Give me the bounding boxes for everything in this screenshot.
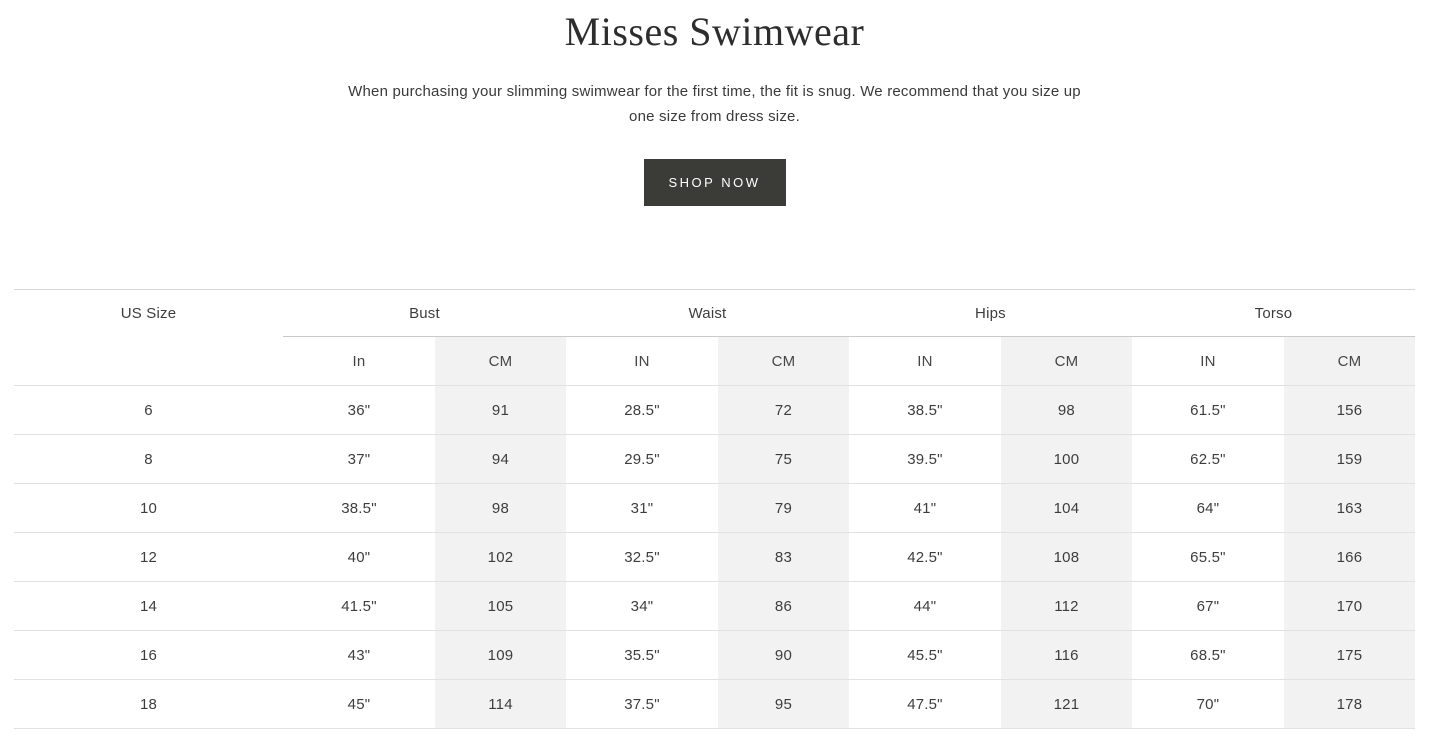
group-header-waist: Waist (565, 289, 849, 337)
measurement-cell: 38.5" (848, 385, 1001, 435)
us-size-cell: 6 (14, 385, 283, 435)
measurement-cell: 116 (1000, 630, 1132, 680)
measurement-cell: 100 (1000, 434, 1132, 484)
us-size-cell: 18 (14, 679, 283, 729)
measurement-cell: 62.5" (1131, 434, 1284, 484)
measurement-cell: 94 (434, 434, 566, 484)
measurement-cell: 36" (282, 385, 435, 435)
measurement-cell: 44" (848, 581, 1001, 631)
measurement-cell: 47.5" (848, 679, 1001, 729)
group-header-torso: Torso (1131, 289, 1415, 337)
measurement-cell: 175 (1283, 630, 1415, 680)
measurement-cell: 75 (717, 434, 849, 484)
group-header-us-size: US Size (14, 289, 283, 337)
measurement-cell: 104 (1000, 483, 1132, 533)
measurement-cell: 79 (717, 483, 849, 533)
measurement-cell: 28.5" (565, 385, 718, 435)
measurement-cell: 159 (1283, 434, 1415, 484)
size-row-14: 14 41.5" 105 34" 86 44" 112 67" 170 (14, 581, 1415, 631)
size-row-10: 10 38.5" 98 31" 79 41" 104 64" 163 (14, 483, 1415, 533)
measurement-cell: 108 (1000, 532, 1132, 582)
button-row: SHOP NOW (0, 159, 1429, 206)
measurement-cell: 91 (434, 385, 566, 435)
us-size-cell: 16 (14, 630, 283, 680)
fit-note-text: When purchasing your slimming swimwear f… (348, 83, 1081, 125)
measurement-cell: 41" (848, 483, 1001, 533)
measurement-cell: 83 (717, 532, 849, 582)
measurement-cell: 61.5" (1131, 385, 1284, 435)
measurement-cell: 105 (434, 581, 566, 631)
group-header-bust: Bust (282, 289, 566, 337)
measurement-cell: 166 (1283, 532, 1415, 582)
measurement-cell: 95 (717, 679, 849, 729)
unit-header-spacer (14, 337, 283, 386)
size-row-12: 12 40" 102 32.5" 83 42.5" 108 65.5" 166 (14, 532, 1415, 582)
size-row-6: 6 36" 91 28.5" 72 38.5" 98 61.5" 156 (14, 385, 1415, 435)
measurement-cell: 39.5" (848, 434, 1001, 484)
table-head: US Size Bust Waist Hips Torso In CM IN CM IN CM IN… (14, 289, 1415, 386)
measurement-cell: 72 (717, 385, 849, 435)
measurement-cell: 37" (282, 434, 435, 484)
measurement-cell: 112 (1000, 581, 1132, 631)
measurement-cell: 114 (434, 679, 566, 729)
unit-header: IN (848, 336, 1001, 386)
unit-header: CM (717, 336, 849, 386)
measurement-cell: 31" (565, 483, 718, 533)
table-body: 6 36" 91 28.5" 72 38.5" 98 61.5" 156 8 37" 94 29.5" 7… (14, 385, 1415, 729)
unit-header: CM (1283, 336, 1415, 386)
measurement-cell: 65.5" (1131, 532, 1284, 582)
unit-header: CM (1000, 336, 1132, 386)
group-header-row: US Size Bust Waist Hips Torso (14, 289, 1415, 337)
group-header-hips: Hips (848, 289, 1132, 337)
measurement-cell: 98 (434, 483, 566, 533)
measurement-cell: 67" (1131, 581, 1284, 631)
measurement-cell: 45.5" (848, 630, 1001, 680)
measurement-cell: 40" (282, 532, 435, 582)
unit-header: IN (1131, 336, 1284, 386)
measurement-cell: 98 (1000, 385, 1132, 435)
measurement-cell: 38.5" (282, 483, 435, 533)
measurement-cell: 102 (434, 532, 566, 582)
measurement-cell: 86 (717, 581, 849, 631)
measurement-cell: 37.5" (565, 679, 718, 729)
measurement-cell: 70" (1131, 679, 1284, 729)
measurement-cell: 29.5" (565, 434, 718, 484)
measurement-cell: 41.5" (282, 581, 435, 631)
size-row-8: 8 37" 94 29.5" 75 39.5" 100 62.5" 159 (14, 434, 1415, 484)
measurement-cell: 68.5" (1131, 630, 1284, 680)
measurement-cell: 163 (1283, 483, 1415, 533)
measurement-cell: 43" (282, 630, 435, 680)
us-size-cell: 8 (14, 434, 283, 484)
shop-now-button[interactable]: SHOP NOW (643, 159, 786, 206)
measurement-cell: 170 (1283, 581, 1415, 631)
page-title: Misses Swimwear (564, 9, 865, 54)
measurement-cell: 64" (1131, 483, 1284, 533)
us-size-cell: 10 (14, 483, 283, 533)
size-row-18: 18 45" 114 37.5" 95 47.5" 121 70" 178 (14, 679, 1415, 729)
us-size-cell: 12 (14, 532, 283, 582)
unit-header: CM (434, 336, 566, 386)
measurement-cell: 178 (1283, 679, 1415, 729)
measurement-cell: 90 (717, 630, 849, 680)
measurement-cell: 34" (565, 581, 718, 631)
measurement-cell: 121 (1000, 679, 1132, 729)
hero-section: Misses Swimwear When purchasing your sli… (0, 0, 1429, 206)
us-size-cell: 14 (14, 581, 283, 631)
measurement-cell: 45" (282, 679, 435, 729)
measurement-cell: 156 (1283, 385, 1415, 435)
size-row-16: 16 43" 109 35.5" 90 45.5" 116 68.5" 175 (14, 630, 1415, 680)
measurement-cell: 109 (434, 630, 566, 680)
measurement-cell: 42.5" (848, 532, 1001, 582)
unit-header: In (282, 336, 435, 386)
unit-header: IN (565, 336, 718, 386)
measurement-cell: 35.5" (565, 630, 718, 680)
unit-header-row: In CM IN CM IN CM IN CM (14, 336, 1415, 386)
misses-swimwear-size-table: US Size Bust Waist Hips Torso In CM IN CM IN CM IN… (14, 289, 1415, 729)
measurement-cell: 32.5" (565, 532, 718, 582)
